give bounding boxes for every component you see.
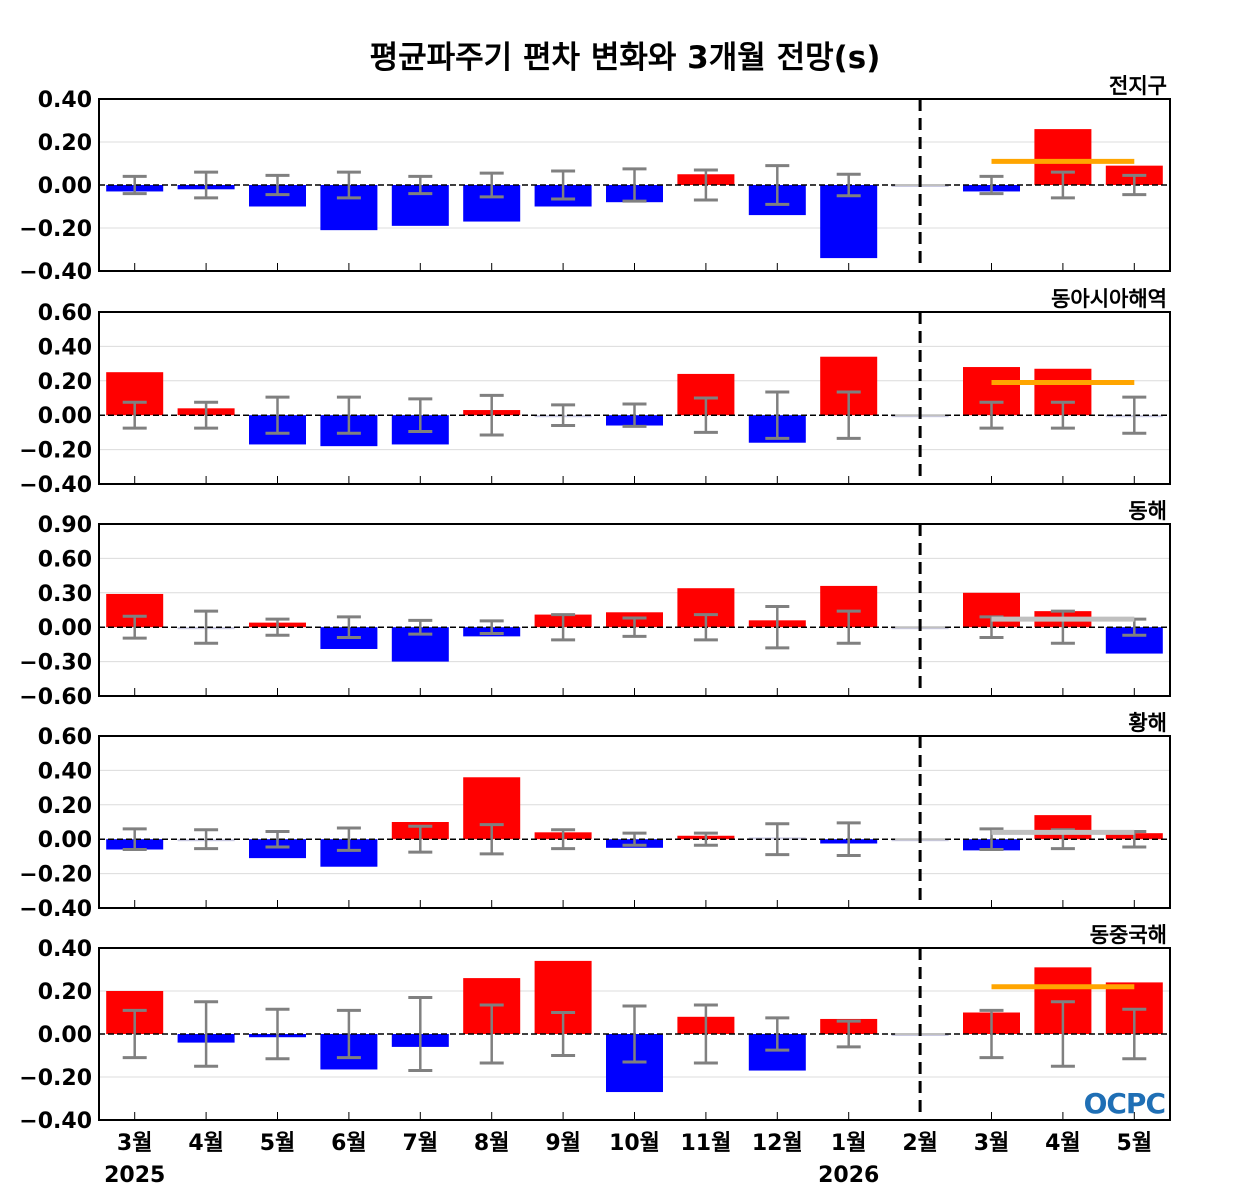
panel-title: 동중국해 <box>1090 923 1167 947</box>
x-tick-label: 5월 <box>260 1131 296 1156</box>
plot-frame <box>98 98 1171 272</box>
ocpc-logo: OCPC <box>1084 1087 1165 1120</box>
x-tick-label: 4월 <box>1045 1131 1081 1156</box>
y-tick-label: 0.40 <box>38 759 92 784</box>
y-tick-label: 0.00 <box>38 616 92 641</box>
chart-title: 평균파주기 편차 변화와 3개월 전망(s) <box>370 40 881 76</box>
year-label: 2026 <box>818 1163 879 1188</box>
x-tick-label: 4월 <box>188 1131 224 1156</box>
x-tick-label: 7월 <box>403 1131 439 1156</box>
x-tick-label: 2월 <box>902 1131 938 1156</box>
y-tick-label: 0.60 <box>38 301 92 326</box>
y-tick-label: 0.30 <box>38 582 92 607</box>
x-tick-label: 1월 <box>831 1131 867 1156</box>
y-tick-label: −0.20 <box>19 863 92 888</box>
panel-2: 0.90 0.60 0.30 0.00 −0.30 −0.60 동해 <box>19 499 1171 710</box>
y-tick-label: 0.20 <box>38 980 92 1005</box>
x-tick-label: 3월 <box>117 1131 153 1156</box>
y-tick-label: 0.60 <box>38 725 92 750</box>
panel-title: 황해 <box>1128 711 1167 735</box>
panel-0: 0.40 0.20 0.00 −0.20 −0.40 전지구 <box>19 74 1171 285</box>
x-tick-label: 3월 <box>974 1131 1010 1156</box>
x-tick-label: 10월 <box>609 1131 660 1156</box>
plot-frame <box>98 523 1171 697</box>
x-tick-label: 8월 <box>474 1131 510 1156</box>
y-tick-label: −0.20 <box>19 439 92 464</box>
y-tick-label: 0.40 <box>38 88 92 113</box>
x-tick-label: 11월 <box>680 1131 731 1156</box>
panel-4: 0.40 0.20 0.00 −0.20 −0.40 동중국해 <box>19 923 1171 1134</box>
y-tick-label: 0.40 <box>38 937 92 962</box>
y-tick-label: 0.20 <box>38 794 92 819</box>
panel-1: 0.60 0.40 0.20 0.00 −0.20 −0.40 동아시아해역 <box>19 287 1171 498</box>
y-tick-label: 0.00 <box>38 828 92 853</box>
y-tick-label: −0.20 <box>19 217 92 242</box>
plot-frame <box>98 311 1171 485</box>
y-tick-label: 0.90 <box>38 513 92 538</box>
x-tick-label: 5월 <box>1117 1131 1153 1156</box>
bar <box>249 839 306 859</box>
x-tick-label: 6월 <box>331 1131 367 1156</box>
y-tick-label: −0.60 <box>19 685 92 710</box>
y-tick-label: −0.40 <box>19 897 92 922</box>
panel-3: 0.60 0.40 0.20 0.00 −0.20 −0.40 황해 <box>19 711 1171 922</box>
y-tick-label: 0.00 <box>38 404 92 429</box>
year-label: 2025 <box>104 1163 165 1188</box>
y-tick-label: 0.00 <box>38 1023 92 1048</box>
panel-title: 전지구 <box>1109 74 1167 98</box>
y-tick-label: 0.20 <box>38 131 92 156</box>
panel-title: 동해 <box>1128 499 1167 523</box>
y-tick-label: 0.40 <box>38 335 92 360</box>
y-tick-label: 0.60 <box>38 547 92 572</box>
y-tick-label: −0.40 <box>19 473 92 498</box>
y-tick-label: 0.20 <box>38 370 92 395</box>
plot-frame <box>98 947 1171 1121</box>
y-tick-label: −0.20 <box>19 1066 92 1091</box>
y-tick-label: −0.40 <box>19 260 92 285</box>
y-tick-label: −0.40 <box>19 1109 92 1134</box>
plot-frame <box>98 735 1171 909</box>
x-tick-label: 9월 <box>545 1131 581 1156</box>
x-tick-label: 12월 <box>752 1131 803 1156</box>
y-tick-label: −0.30 <box>19 651 92 676</box>
y-tick-label: 0.00 <box>38 174 92 199</box>
panel-title: 동아시아해역 <box>1051 287 1167 311</box>
